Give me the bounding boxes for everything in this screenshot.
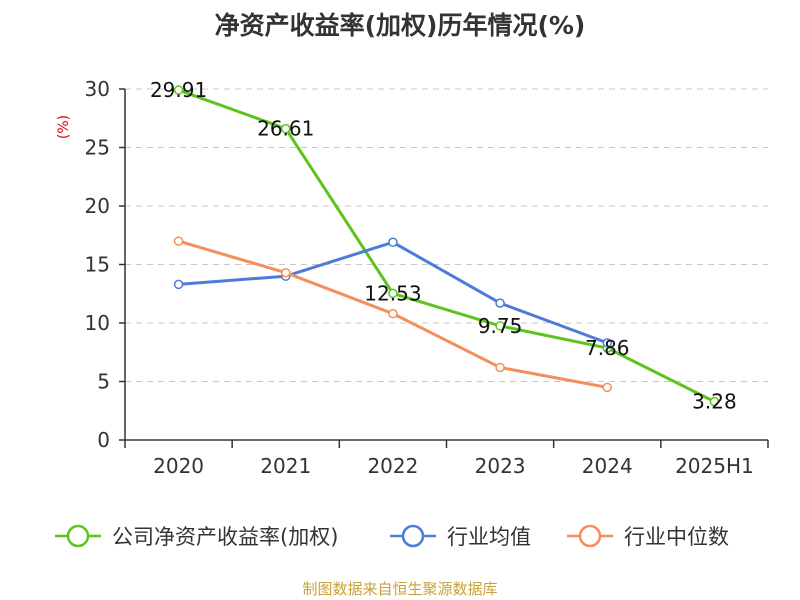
y-axis-label: (%) xyxy=(56,115,72,139)
data-point xyxy=(602,338,612,348)
y-tick-label: 0 xyxy=(97,428,110,452)
x-tick-label: 2021 xyxy=(260,454,311,478)
x-tick-label: 2024 xyxy=(582,454,633,478)
data-point xyxy=(173,279,184,290)
data-point xyxy=(388,237,398,248)
data-label: 12.53 xyxy=(364,281,421,305)
series-layer xyxy=(173,85,720,407)
y-tick-label: 20 xyxy=(85,194,110,218)
y-tick-label: 10 xyxy=(85,311,110,335)
legend-layer: 公司净资产收益率(加权) 行业均值 行业中位数 xyxy=(55,524,729,549)
data-point xyxy=(709,396,720,407)
data-point xyxy=(495,298,505,308)
data-label: 9.75 xyxy=(478,314,523,338)
data-point xyxy=(173,236,184,246)
data-label: 7.86 xyxy=(585,336,630,360)
data-point xyxy=(281,123,291,134)
chart-title: 净资产收益率(加权)历年情况(%) xyxy=(214,11,586,40)
data-point xyxy=(281,267,291,278)
data-point xyxy=(495,362,505,373)
x-tick-label: 2023 xyxy=(475,454,526,478)
data-point xyxy=(173,85,184,95)
source-note: 制图数据来自恒生聚源数据库 xyxy=(302,580,498,598)
legend-label: 公司净资产收益率(加权) xyxy=(112,525,338,549)
series-line-0 xyxy=(178,88,716,403)
legend-marker xyxy=(401,524,425,548)
y-tick-label: 30 xyxy=(85,77,110,101)
data-label: 3.28 xyxy=(692,390,737,414)
x-tick-label: 2022 xyxy=(367,454,418,478)
data-point xyxy=(495,321,505,331)
data-point xyxy=(388,308,398,319)
x-tick-label: 2025H1 xyxy=(675,454,754,478)
axis-layer: 0 5 10 15 20 25 30 (%) 2020 2021 2022 2023 2024 2025H… xyxy=(56,77,769,478)
x-tick-label: 2020 xyxy=(153,454,204,478)
legend-marker xyxy=(66,524,90,548)
data-label: 26.61 xyxy=(257,117,314,141)
y-tick-label: 25 xyxy=(85,136,110,160)
legend-label: 行业中位数 xyxy=(624,525,729,549)
data-point xyxy=(388,288,398,299)
y-tick-label: 15 xyxy=(85,253,110,277)
grid-layer xyxy=(125,88,768,382)
data-point xyxy=(602,382,612,393)
legend-label: 行业均值 xyxy=(447,525,531,549)
y-tick-label: 5 xyxy=(97,370,110,394)
data-label: 29.91 xyxy=(150,78,207,102)
legend-marker xyxy=(578,524,602,548)
label-layer: 29.91 26.61 12.53 9.75 7.86 3.28 xyxy=(150,78,737,414)
